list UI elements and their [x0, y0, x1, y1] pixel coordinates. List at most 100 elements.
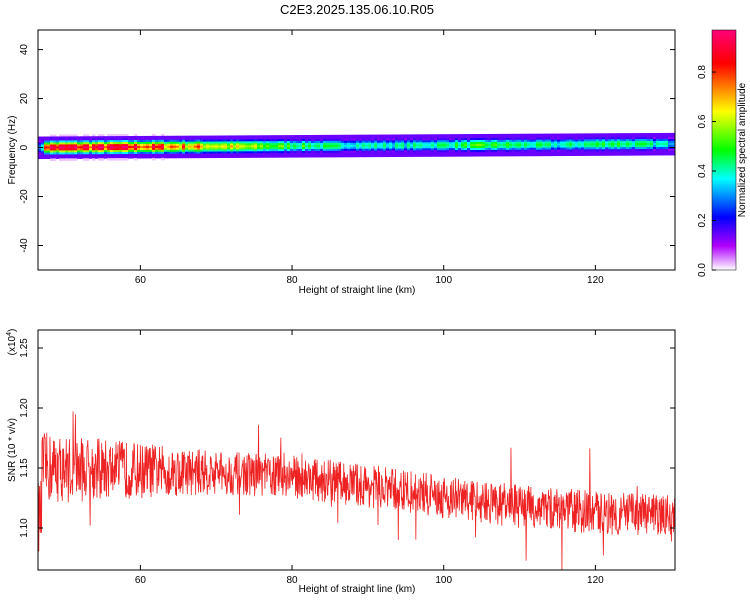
- heatmap-cell: [467, 150, 471, 153]
- heatmap-cell: [230, 137, 234, 140]
- heatmap-cell: [92, 142, 96, 145]
- heatmap-cell: [428, 146, 432, 149]
- heatmap-cell: [89, 154, 93, 157]
- heatmap-cell: [260, 151, 264, 154]
- heatmap-cell: [314, 134, 318, 138]
- heatmap-cell: [53, 150, 57, 153]
- heatmap-cell: [80, 136, 84, 139]
- heatmap-cell: [371, 134, 375, 138]
- heatmap-cell: [608, 141, 612, 144]
- heatmap-cell: [662, 146, 666, 150]
- heatmap-cell: [323, 146, 327, 150]
- heatmap-cell: [401, 142, 405, 145]
- heatmap-cell: [578, 137, 582, 140]
- heatmap-cell: [434, 150, 438, 153]
- heatmap-cell: [578, 133, 582, 136]
- heatmap-cell: [152, 147, 156, 151]
- heatmap-cell: [356, 150, 360, 154]
- heatmap-cell: [542, 151, 546, 155]
- heatmap-cell: [392, 144, 396, 148]
- heatmap-cell: [191, 153, 195, 157]
- heatmap-cell: [293, 147, 297, 150]
- heatmap-cell: [659, 146, 663, 150]
- heatmap-cell: [590, 137, 594, 140]
- heatmap-cell: [620, 139, 624, 142]
- heatmap-cell: [260, 135, 264, 138]
- heatmap-cell: [353, 144, 357, 148]
- heatmap-cell: [200, 145, 204, 149]
- heatmap-cell: [473, 140, 477, 143]
- heatmap-cell: [464, 152, 468, 155]
- colorbar-tick-label: 0.2: [697, 213, 708, 227]
- heatmap-cell: [203, 139, 207, 143]
- heatmap-cell: [620, 151, 624, 154]
- heatmap-cell: [140, 145, 144, 149]
- heatmap-cell: [362, 148, 366, 152]
- heatmap-cell: [290, 139, 294, 142]
- heatmap-cell: [338, 148, 342, 152]
- heatmap-cell: [638, 135, 642, 138]
- snr-scale-exp: 4: [6, 332, 13, 336]
- heatmap-cell: [662, 132, 666, 136]
- heatmap-cell: [365, 146, 369, 150]
- heatmap-cell: [422, 154, 426, 157]
- heatmap-cell: [104, 146, 108, 149]
- heatmap-cell: [104, 154, 108, 157]
- heatmap-cell: [275, 147, 279, 150]
- heatmap-cell: [437, 138, 441, 141]
- heatmap-cell: [185, 155, 189, 159]
- heatmap-cell: [470, 136, 474, 139]
- heatmap-cell: [611, 151, 615, 154]
- heatmap-cell: [599, 139, 603, 142]
- heatmap-cell: [626, 137, 630, 140]
- heatmap-cell: [584, 153, 588, 156]
- heatmap-cell: [524, 139, 528, 143]
- heatmap-cell: [344, 140, 348, 144]
- heatmap-cell: [656, 132, 660, 136]
- heatmap-cell: [632, 147, 636, 150]
- heatmap-cell: [266, 137, 270, 140]
- heatmap-cell: [149, 149, 153, 153]
- heatmap-cell: [398, 146, 402, 149]
- heatmap-cell: [668, 134, 672, 138]
- heatmap-cell: [359, 154, 363, 158]
- heatmap-cell: [206, 141, 210, 145]
- heatmap-cell: [392, 142, 396, 146]
- heatmap-cell: [641, 139, 645, 142]
- heatmap-cell: [185, 151, 189, 155]
- heatmap-cell: [557, 139, 561, 143]
- heatmap-cell: [251, 155, 255, 158]
- heatmap-cell: [440, 150, 444, 153]
- heatmap-cell: [659, 134, 663, 138]
- heatmap-cell: [659, 148, 663, 152]
- heatmap-cell: [632, 133, 636, 136]
- heatmap-cell: [359, 138, 363, 142]
- heatmap-cell: [47, 138, 51, 141]
- heatmap-cell: [593, 153, 597, 156]
- heatmap-cell: [164, 149, 168, 153]
- heatmap-cell: [245, 151, 249, 154]
- heatmap-cell: [539, 149, 543, 153]
- heatmap-cell: [170, 155, 174, 159]
- heatmap-cell: [623, 149, 627, 152]
- heatmap-cell: [101, 152, 105, 155]
- heatmap-cell: [455, 140, 459, 143]
- heatmap-cell: [224, 143, 228, 146]
- heatmap-cell: [266, 145, 270, 148]
- heatmap-cell: [293, 149, 297, 152]
- heatmap-cell: [398, 150, 402, 153]
- heatmap-cell: [380, 134, 384, 138]
- heatmap-cell: [227, 149, 231, 152]
- heatmap-cell: [155, 145, 159, 149]
- heatmap-cell: [476, 152, 480, 155]
- heatmap-cell: [608, 153, 612, 156]
- heatmap-cell: [323, 148, 327, 152]
- heatmap-cell: [479, 144, 483, 147]
- heatmap-cell: [470, 148, 474, 151]
- heatmap-cell: [365, 136, 369, 140]
- heatmap-cell: [491, 143, 495, 147]
- heatmap-cell: [458, 140, 462, 143]
- heatmap-cell: [332, 142, 336, 146]
- heatmap-cell: [185, 149, 189, 153]
- heatmap-cell: [41, 152, 45, 156]
